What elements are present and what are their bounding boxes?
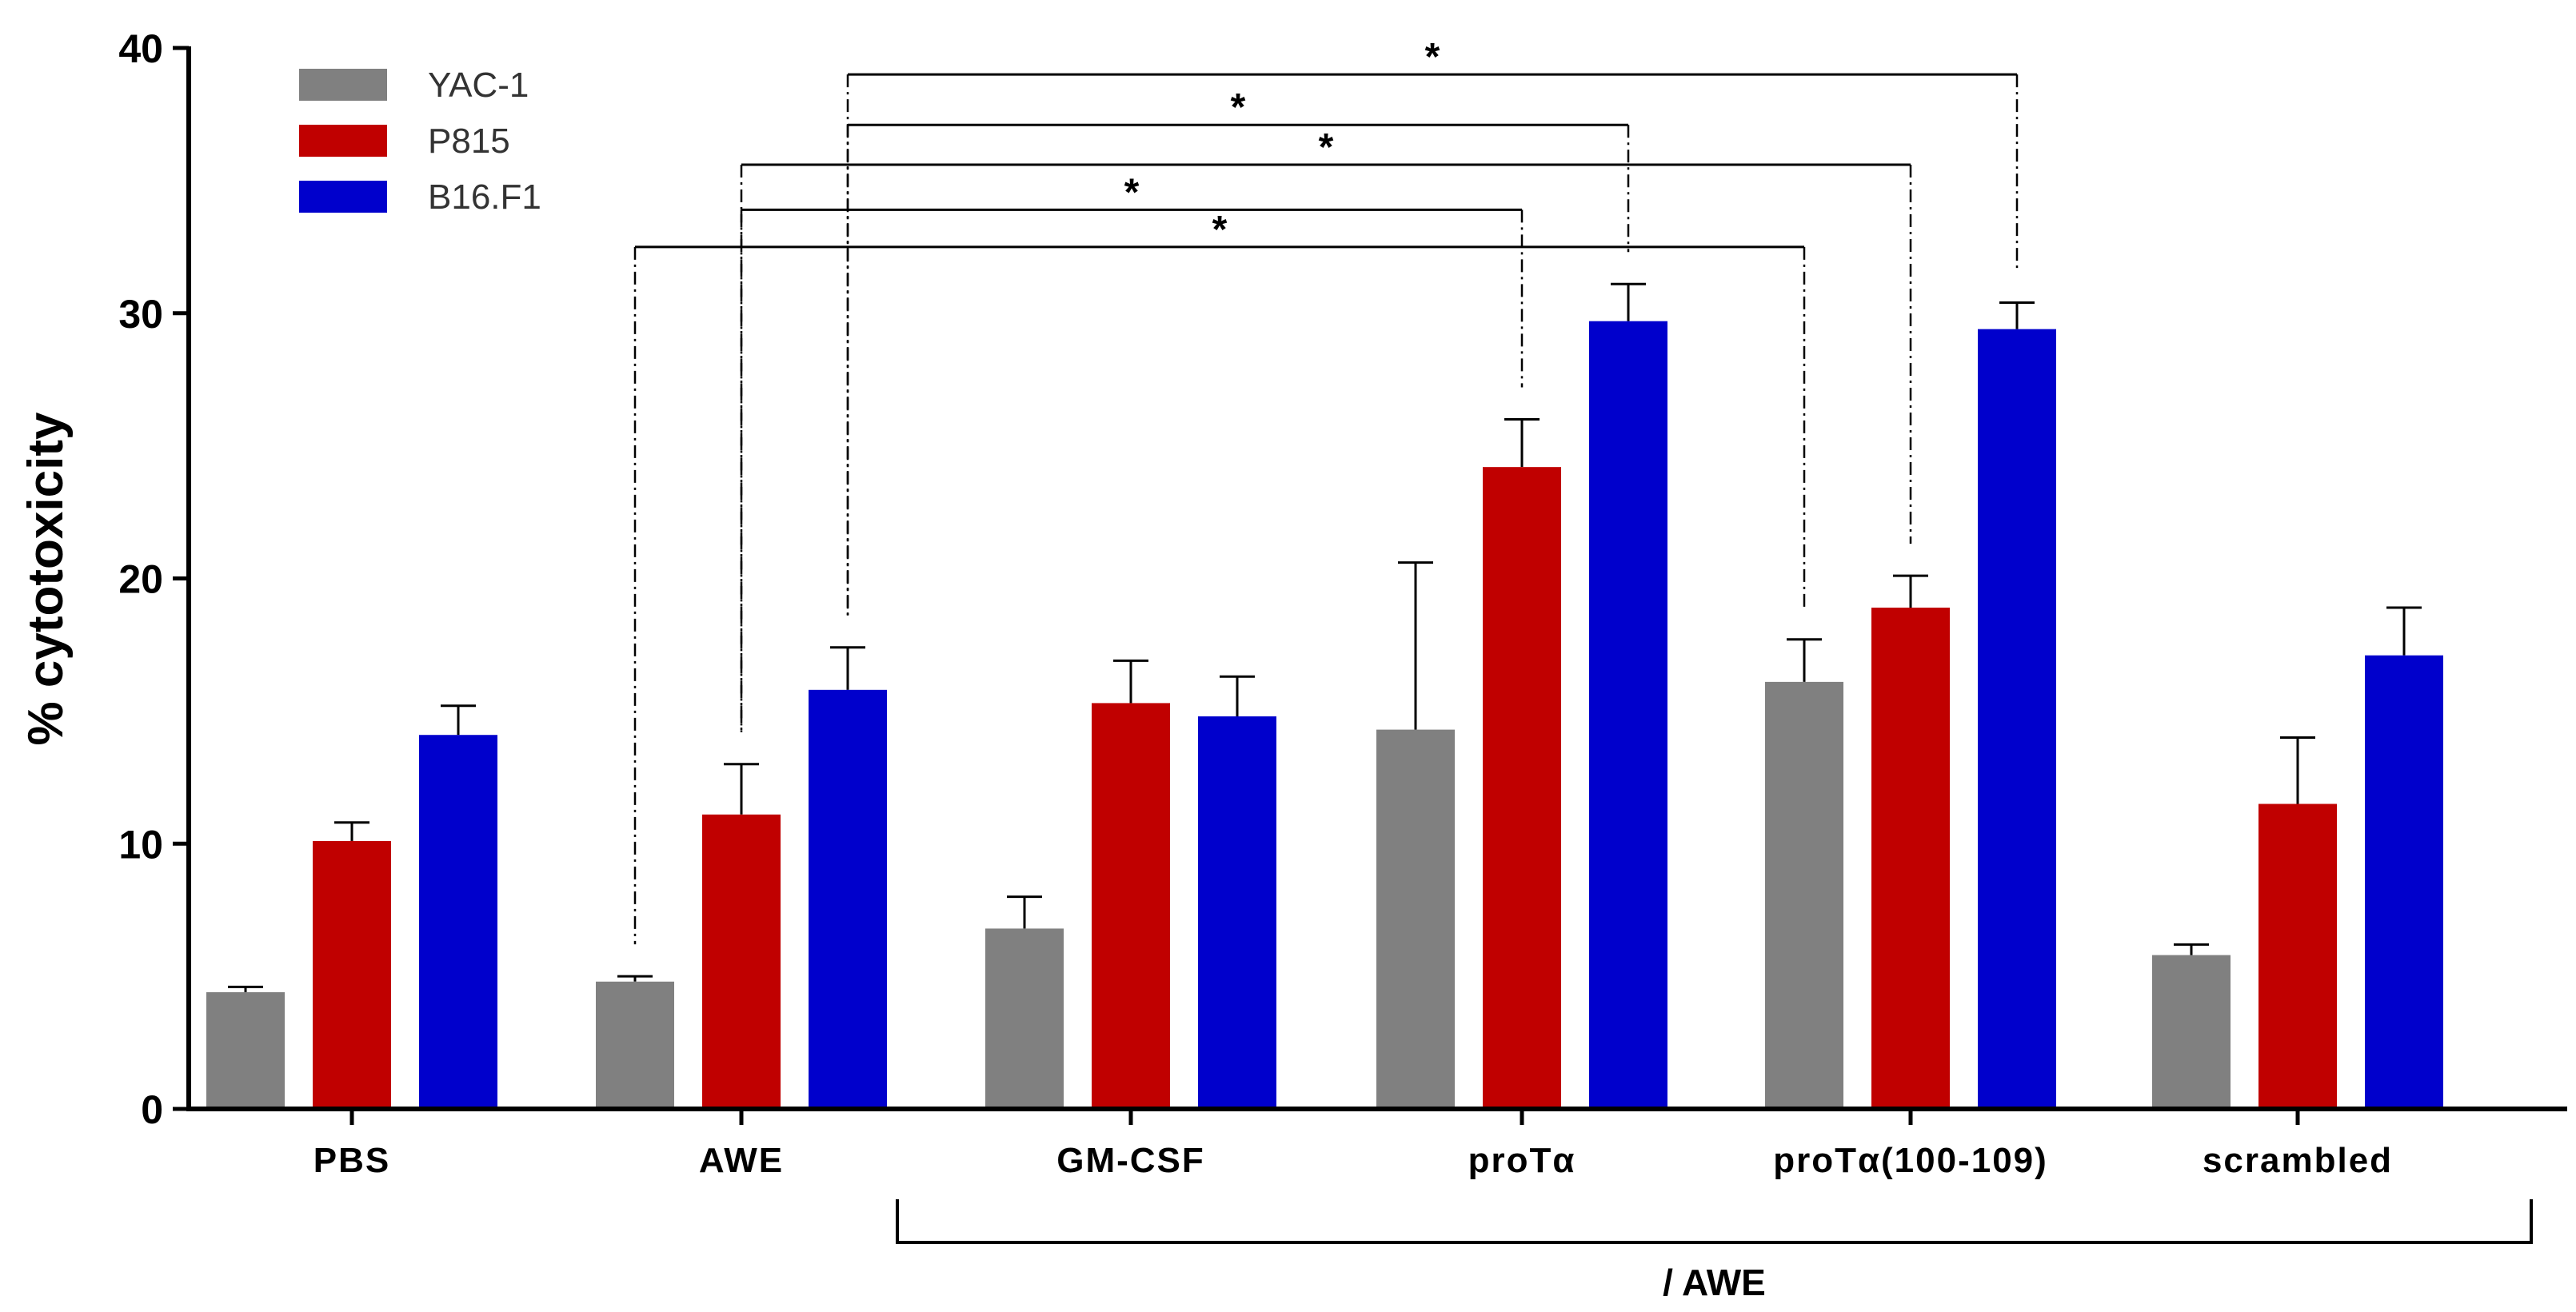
bar-prota-b16-f1 <box>1589 321 1667 1109</box>
legend-label-3: B16.F1 <box>428 177 541 217</box>
bar-prota-yac-1 <box>1376 729 1455 1109</box>
bar-gmcsf-p815 <box>1092 703 1170 1109</box>
group-bracket: / AWE <box>896 1199 2533 1303</box>
bar-prota100-b16-f1 <box>1978 329 2056 1109</box>
x-tick-label-pbs: PBS <box>314 1141 390 1180</box>
significance-asterisk-1: * <box>1425 36 1440 78</box>
significance-asterisk-2: * <box>1231 86 1246 129</box>
bar-awe-p815 <box>702 814 781 1109</box>
bar-scrambled-b16-f1 <box>2365 655 2443 1109</box>
y-tick-label: 40 <box>118 26 163 71</box>
bar-prota100-p815 <box>1871 607 1950 1109</box>
bar-prota100-yac-1 <box>1765 681 1843 1109</box>
group-bracket-line <box>896 1199 2533 1244</box>
y-tick-label: 20 <box>118 557 163 602</box>
bar-prota-p815 <box>1483 467 1561 1109</box>
significance-asterisk-3: * <box>1319 126 1334 169</box>
error-bars <box>228 282 2422 993</box>
bar-awe-b16-f1 <box>809 689 887 1109</box>
bar-pbs-yac-1 <box>206 992 285 1109</box>
y-tick-label: 0 <box>141 1087 163 1132</box>
bar-gmcsf-b16-f1 <box>1198 716 1276 1109</box>
significance-asterisk-4: * <box>1124 171 1140 213</box>
legend-swatch-1 <box>299 69 387 101</box>
y-axis-label: % cytotoxicity <box>18 412 74 745</box>
bar-awe-yac-1 <box>596 981 674 1109</box>
axes: 0 10 20 30 40 PBS AWE GM-CSF proTα proTα(100-109)… <box>18 26 2567 1180</box>
x-tick-label-prota: proTα <box>1468 1141 1576 1180</box>
bar-scrambled-p815 <box>2258 804 2337 1109</box>
bars <box>206 321 2443 1109</box>
bar-pbs-p815 <box>313 840 391 1109</box>
y-tick-label: 10 <box>118 822 163 867</box>
group-bracket-label: / AWE <box>1663 1262 1766 1303</box>
legend: YAC-1 P815 B16.F1 <box>299 66 541 217</box>
x-tick-label-awe: AWE <box>699 1141 784 1180</box>
significance-brackets: * * * * * <box>633 36 2019 945</box>
x-tick-label-prota100: proTα(100-109) <box>1773 1141 2048 1180</box>
y-tick-label: 30 <box>118 292 163 337</box>
bar-scrambled-yac-1 <box>2152 955 2231 1109</box>
bar-gmcsf-yac-1 <box>985 928 1064 1109</box>
x-tick-label-scrambled: scrambled <box>2203 1141 2393 1180</box>
legend-swatch-2 <box>299 125 387 157</box>
x-tick-label-gmcsf: GM-CSF <box>1056 1141 1205 1180</box>
legend-label-1: YAC-1 <box>428 66 529 105</box>
bar-pbs-b16-f1 <box>419 735 497 1109</box>
significance-asterisk-5: * <box>1212 209 1228 251</box>
legend-label-2: P815 <box>428 122 510 161</box>
legend-swatch-3 <box>299 181 387 213</box>
